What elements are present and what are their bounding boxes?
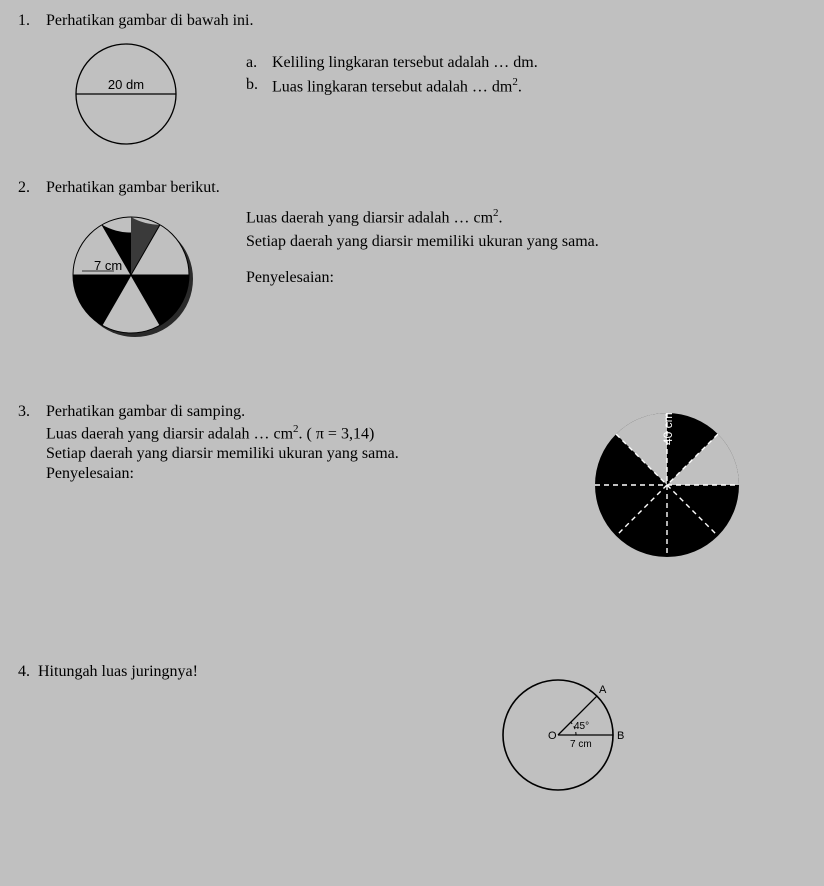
problem-2-prompt: Perhatikan gambar berikut. (46, 179, 806, 197)
p4-label-O: O (548, 730, 557, 742)
p4-angle-label: 45° (574, 721, 589, 732)
problem-4: 4. Hitungah luas juringnya! A (18, 663, 806, 808)
problem-2: 2. Perhatikan gambar berikut. (18, 179, 806, 353)
diameter-label: 20 dm (108, 77, 144, 92)
problem-3: 3. Perhatikan gambar di samping. Luas da… (18, 403, 806, 573)
p1-sub-b-letter: b. (246, 76, 272, 96)
p3-line2: Setiap daerah yang diarsir memiliki ukur… (46, 445, 566, 463)
figure-six-eighths: 40 cm (572, 403, 762, 573)
p2-line2: Setiap daerah yang diarsir memiliki ukur… (246, 233, 806, 251)
problem-1-prompt: Perhatikan gambar di bawah ini. (46, 12, 806, 30)
figure-shaded-sixths: 7 cm (46, 203, 236, 353)
problem-1: 1. Perhatikan gambar di bawah ini. 20 dm… (18, 12, 806, 151)
p4-label-B: B (617, 730, 624, 742)
p3-line1: Luas daerah yang diarsir adalah … cm2. (… (46, 423, 566, 443)
problem-1-number: 1. (18, 12, 46, 30)
p2-line1: Luas daerah yang diarsir adalah … cm2. (246, 207, 806, 227)
problem-3-number: 3. (18, 403, 46, 421)
p4-label-A: A (599, 684, 607, 696)
problem-4-number: 4. (18, 663, 38, 681)
figure-sector-45: A B O 45° 7 cm (478, 663, 648, 808)
p4-radius-label: 7 cm (570, 739, 592, 750)
problem-2-number: 2. (18, 179, 46, 197)
p1-sub-b-text: Luas lingkaran tersebut adalah … dm2. (272, 76, 522, 96)
p3-line3: Penyelesaian: (46, 465, 566, 483)
p1-sub-a-text: Keliling lingkaran tersebut adalah … dm. (272, 54, 538, 72)
p2-line3: Penyelesaian: (246, 269, 806, 287)
problem-3-prompt: Perhatikan gambar di samping. (46, 403, 566, 421)
figure-circle-20dm: 20 dm (46, 36, 226, 151)
p1-sub-a-letter: a. (246, 54, 272, 72)
problem-4-prompt: Hitungah luas juringnya! (38, 663, 478, 681)
p3-radius-label: 40 cm (661, 412, 675, 445)
